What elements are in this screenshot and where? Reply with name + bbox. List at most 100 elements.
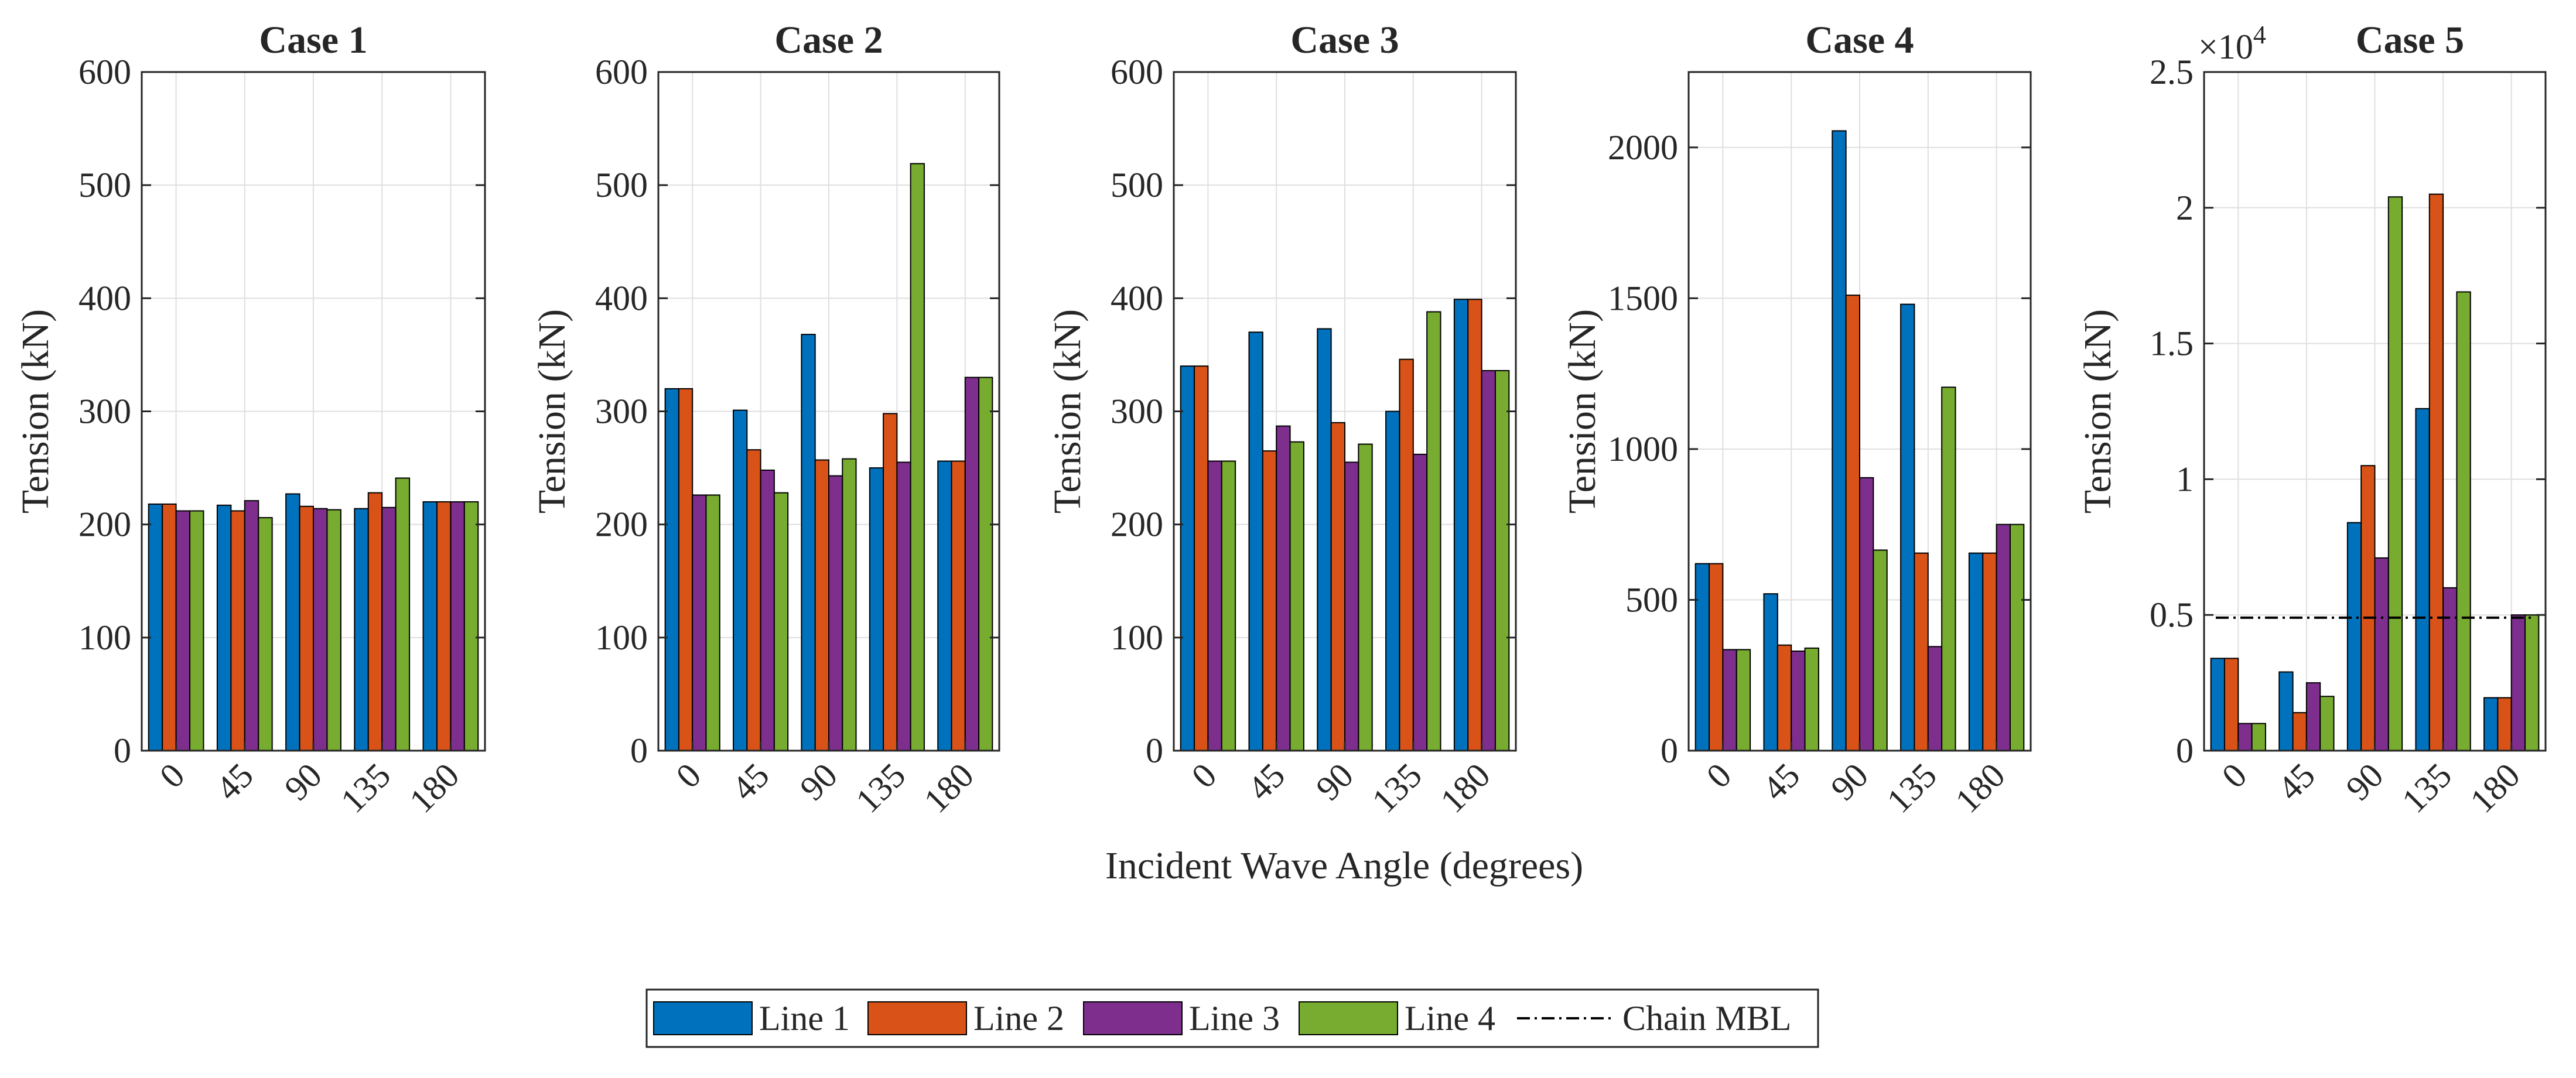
bar-line-3-0 <box>1207 460 1222 751</box>
x-tick-label: 45 <box>725 756 777 808</box>
bar-line-3-90 <box>1344 461 1359 751</box>
legend-label: Line 2 <box>973 999 1064 1038</box>
legend-label: Line 4 <box>1405 999 1495 1038</box>
bar-line-2-90 <box>1330 422 1345 751</box>
y-tick-label: 1.5 <box>2150 324 2194 363</box>
bar-line-3-45 <box>2305 682 2321 751</box>
bar-line-1-180 <box>1968 552 1984 751</box>
y-tick-label: 200 <box>78 505 131 544</box>
bar-line-1-180 <box>937 460 952 751</box>
panel-title: Case 5 <box>2356 19 2464 61</box>
y-tick-label: 500 <box>78 166 131 204</box>
panel-4: 0 500 1000 1500 2000 0 45 90 135 180 Case 4 Tension… <box>1561 19 2032 820</box>
bar-line-3-180 <box>1481 369 1496 751</box>
x-tick-label: 0 <box>2215 756 2254 796</box>
bar-line-4-180 <box>1494 369 1510 751</box>
legend-swatch <box>867 1001 967 1035</box>
y-axis-label: Tension (kN) <box>1561 309 1604 514</box>
exponent-power: 4 <box>2253 20 2266 49</box>
bar-line-4-90 <box>1358 443 1373 751</box>
x-tick-label: 135 <box>2394 756 2459 820</box>
y-tick-label: 600 <box>78 53 131 91</box>
x-tick-label: 0 <box>1184 756 1224 796</box>
bar-line-1-135 <box>869 467 884 751</box>
legend-item-line-1: Line 1 <box>653 999 850 1038</box>
x-tick-label: 0 <box>669 756 709 796</box>
y-tick-label: 2.5 <box>2150 53 2194 91</box>
x-tick-label: 135 <box>848 756 913 820</box>
y-tick-label: 400 <box>1111 279 1163 317</box>
bar-line-2-0 <box>678 388 693 751</box>
bar-line-2-180 <box>2497 697 2512 752</box>
bar-line-4-0 <box>2251 723 2266 752</box>
y-tick-label: 0 <box>1661 731 1678 770</box>
y-tick-label: 0.5 <box>2150 596 2194 634</box>
panel-title: Case 4 <box>1805 19 1914 61</box>
bar-line-2-180 <box>1982 552 1997 751</box>
bar-line-3-180 <box>964 377 980 751</box>
x-tick-label: 135 <box>1880 756 1944 820</box>
y-tick-label: 1500 <box>1608 279 1678 317</box>
bar-line-2-135 <box>367 492 383 752</box>
y-tick-label: 300 <box>78 392 131 431</box>
bar-line-3-90 <box>313 508 328 752</box>
y-tick-label: 500 <box>1111 166 1163 204</box>
bar-line-4-90 <box>326 509 341 751</box>
y-tick-label: 300 <box>595 392 648 431</box>
legend-item-chain-mbl: Chain MBL <box>1517 999 1791 1038</box>
y-tick-label: 400 <box>595 279 648 317</box>
bar-line-3-180 <box>450 501 465 751</box>
bar-line-4-90 <box>2387 196 2403 752</box>
bar-line-3-90 <box>1859 477 1874 752</box>
x-tick-label: 180 <box>402 756 466 820</box>
bar-line-2-135 <box>883 413 898 751</box>
x-tick-label: 90 <box>1309 756 1361 808</box>
panel-3: 0 100 200 300 400 500 600 0 45 90 135 180 Case 3 Tens… <box>1046 19 1517 820</box>
legend-label: Chain MBL <box>1622 999 1791 1038</box>
bar-line-2-0 <box>1194 365 1209 751</box>
bar-line-4-0 <box>1735 649 1751 751</box>
exponent-base: ×10 <box>2198 28 2253 66</box>
bar-line-3-0 <box>175 510 191 752</box>
bar-line-1-0 <box>1694 563 1710 751</box>
bar-line-1-180 <box>1453 299 1469 751</box>
bar-line-3-135 <box>1412 453 1428 751</box>
bar-line-2-0 <box>2223 658 2239 751</box>
bar-line-1-135 <box>354 508 369 752</box>
bar-line-3-90 <box>2374 557 2389 751</box>
bar-line-4-135 <box>1426 311 1441 751</box>
bar-line-1-135 <box>1900 303 1915 751</box>
y-tick-label: 200 <box>595 505 648 544</box>
panel-title: Case 2 <box>774 19 883 61</box>
y-tick-label: 0 <box>1146 731 1163 770</box>
bar-line-1-90 <box>285 493 300 751</box>
y-tick-label: 1000 <box>1608 430 1678 468</box>
bar-line-4-180 <box>978 377 993 751</box>
bar-line-1-180 <box>2483 697 2499 752</box>
x-tick-label: 135 <box>1365 756 1429 820</box>
x-tick-label: 90 <box>2339 756 2391 808</box>
y-tick-label: 600 <box>595 53 648 91</box>
bar-line-2-180 <box>1467 299 1482 751</box>
bar-line-1-0 <box>1180 365 1195 751</box>
x-tick-label: 45 <box>1755 756 1807 808</box>
bar-line-4-180 <box>2524 614 2540 751</box>
x-tick-label: 135 <box>333 756 398 820</box>
bar-line-3-45 <box>1276 425 1291 751</box>
bar-line-1-135 <box>1385 410 1400 751</box>
bar-line-4-135 <box>395 477 411 751</box>
bar-line-1-90 <box>2346 522 2362 751</box>
bar-line-3-0 <box>1722 649 1737 751</box>
y-tick-label: 100 <box>78 618 131 657</box>
x-axis-label: Incident Wave Angle (degrees) <box>1105 844 1583 887</box>
x-tick-label: 0 <box>1699 756 1739 796</box>
bar-line-4-90 <box>842 458 857 751</box>
bar-line-1-45 <box>1763 593 1778 751</box>
bar-line-4-135 <box>910 163 925 751</box>
bar-line-4-90 <box>1873 549 1888 751</box>
bar-line-2-135 <box>1914 552 1929 751</box>
bar-line-4-45 <box>773 492 789 752</box>
y-tick-label: 400 <box>78 279 131 317</box>
bar-line-1-180 <box>422 501 438 751</box>
